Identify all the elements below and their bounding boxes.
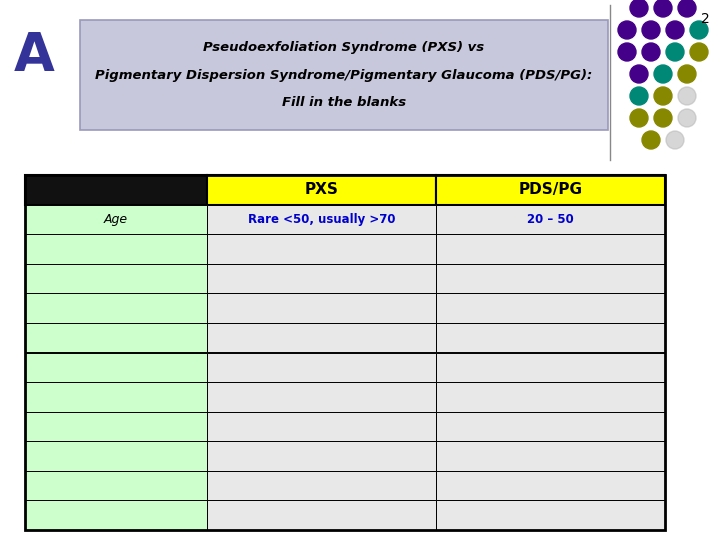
Circle shape bbox=[630, 109, 648, 127]
Text: Age: Age bbox=[104, 213, 128, 226]
Text: PDS/PG: PDS/PG bbox=[518, 183, 582, 197]
Circle shape bbox=[654, 87, 672, 105]
Bar bbox=[207, 175, 436, 205]
Bar bbox=[436, 471, 665, 501]
Bar bbox=[207, 264, 436, 293]
Text: 2: 2 bbox=[701, 12, 710, 26]
Bar bbox=[25, 501, 207, 530]
Bar bbox=[207, 382, 436, 411]
Bar bbox=[25, 382, 207, 411]
Bar bbox=[436, 323, 665, 353]
Bar bbox=[25, 471, 207, 501]
Bar bbox=[25, 205, 207, 234]
Bar bbox=[25, 175, 207, 205]
Circle shape bbox=[654, 0, 672, 17]
Bar bbox=[207, 501, 436, 530]
Bar bbox=[436, 411, 665, 441]
Bar bbox=[436, 441, 665, 471]
Bar bbox=[25, 323, 207, 353]
Circle shape bbox=[654, 65, 672, 83]
Circle shape bbox=[678, 109, 696, 127]
Circle shape bbox=[642, 43, 660, 61]
Text: A: A bbox=[14, 30, 55, 82]
Bar bbox=[25, 175, 665, 530]
Bar bbox=[25, 264, 207, 293]
Bar bbox=[436, 501, 665, 530]
Circle shape bbox=[690, 21, 708, 39]
Text: PXS: PXS bbox=[305, 183, 338, 197]
Circle shape bbox=[630, 0, 648, 17]
Bar bbox=[436, 382, 665, 411]
Circle shape bbox=[666, 131, 684, 149]
Bar bbox=[25, 234, 207, 264]
Circle shape bbox=[618, 43, 636, 61]
Bar bbox=[207, 293, 436, 323]
Circle shape bbox=[642, 131, 660, 149]
Circle shape bbox=[666, 43, 684, 61]
Bar bbox=[436, 234, 665, 264]
Bar bbox=[436, 293, 665, 323]
Text: Rare <50, usually >70: Rare <50, usually >70 bbox=[248, 213, 395, 226]
Circle shape bbox=[654, 109, 672, 127]
Bar bbox=[207, 411, 436, 441]
Bar bbox=[436, 353, 665, 382]
Bar bbox=[207, 234, 436, 264]
Circle shape bbox=[642, 21, 660, 39]
Bar bbox=[80, 20, 608, 130]
Circle shape bbox=[666, 21, 684, 39]
Circle shape bbox=[678, 65, 696, 83]
Bar bbox=[207, 205, 436, 234]
Bar bbox=[25, 411, 207, 441]
Text: Pseudoexfoliation Syndrome (PXS) vs: Pseudoexfoliation Syndrome (PXS) vs bbox=[204, 40, 485, 53]
Bar bbox=[25, 441, 207, 471]
Bar bbox=[25, 293, 207, 323]
Circle shape bbox=[630, 87, 648, 105]
Text: Fill in the blanks: Fill in the blanks bbox=[282, 97, 406, 110]
Text: Pigmentary Dispersion Syndrome/Pigmentary Glaucoma (PDS/PG):: Pigmentary Dispersion Syndrome/Pigmentar… bbox=[95, 69, 593, 82]
Text: 20 – 50: 20 – 50 bbox=[527, 213, 574, 226]
Circle shape bbox=[678, 0, 696, 17]
Bar bbox=[25, 353, 207, 382]
Bar bbox=[436, 264, 665, 293]
Circle shape bbox=[690, 43, 708, 61]
Bar bbox=[207, 441, 436, 471]
Bar bbox=[207, 323, 436, 353]
Circle shape bbox=[630, 65, 648, 83]
Circle shape bbox=[618, 21, 636, 39]
Bar bbox=[436, 205, 665, 234]
Circle shape bbox=[678, 87, 696, 105]
Bar bbox=[436, 175, 665, 205]
Bar bbox=[207, 471, 436, 501]
Bar bbox=[207, 353, 436, 382]
